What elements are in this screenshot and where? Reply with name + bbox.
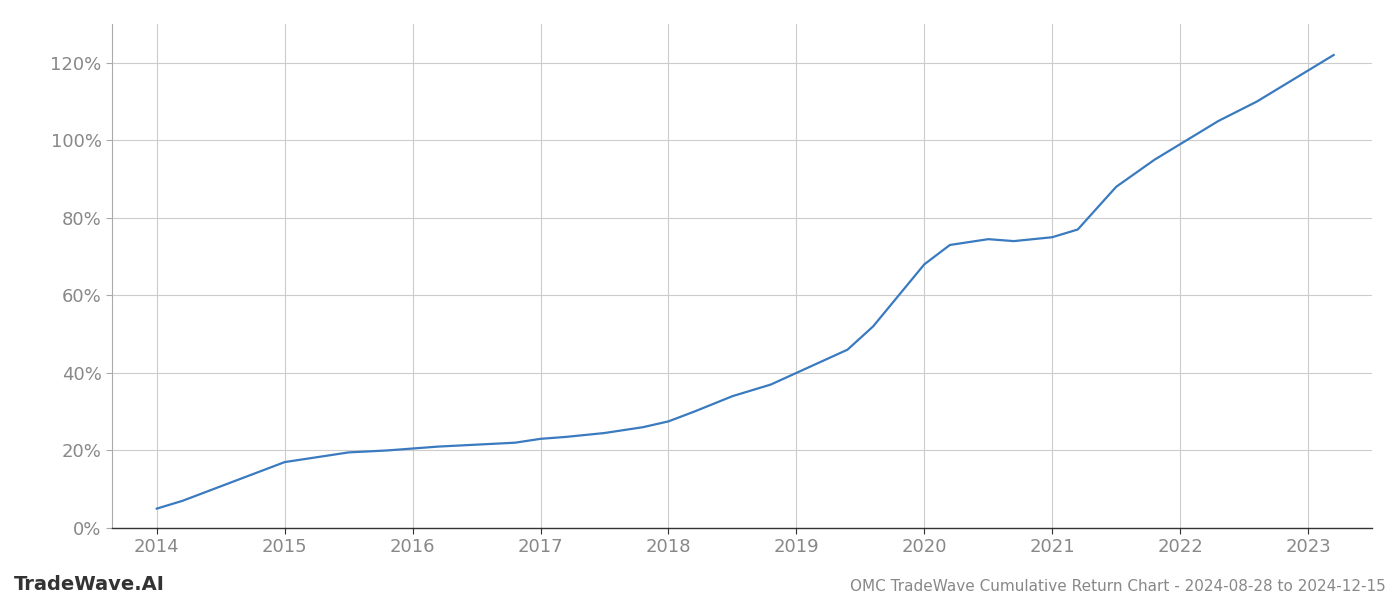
- Text: TradeWave.AI: TradeWave.AI: [14, 575, 165, 594]
- Text: OMC TradeWave Cumulative Return Chart - 2024-08-28 to 2024-12-15: OMC TradeWave Cumulative Return Chart - …: [850, 579, 1386, 594]
